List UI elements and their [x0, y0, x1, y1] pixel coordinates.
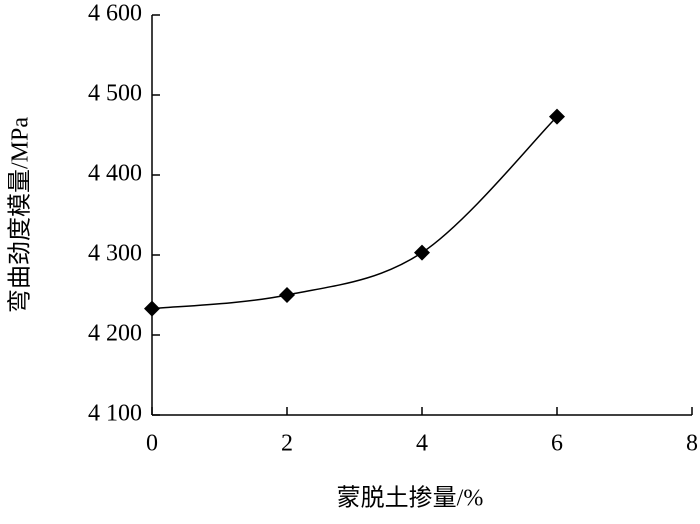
y-tick-label: 4 600	[88, 1, 142, 27]
y-tick-label: 4 400	[88, 161, 142, 187]
y-tick-label: 4 500	[88, 81, 142, 107]
x-tick-label: 0	[146, 431, 158, 457]
x-tick-label: 8	[686, 431, 698, 457]
marker	[549, 108, 565, 125]
x-tick-label: 2	[281, 431, 293, 457]
marker	[279, 287, 295, 303]
y-tick-label: 4 200	[88, 321, 142, 347]
x-tick-label: 6	[551, 431, 563, 457]
y-tick-label: 4 100	[88, 401, 142, 427]
y-tick-label: 4 300	[88, 241, 142, 267]
marker	[144, 300, 160, 317]
line	[151, 116, 558, 310]
x-tick-label: 4	[416, 431, 428, 457]
marker	[414, 244, 430, 261]
y-axis-label: 弯曲劲度模量/MPa	[7, 117, 34, 313]
x-axis-label: 蒙脱土掺量/%	[337, 485, 484, 512]
